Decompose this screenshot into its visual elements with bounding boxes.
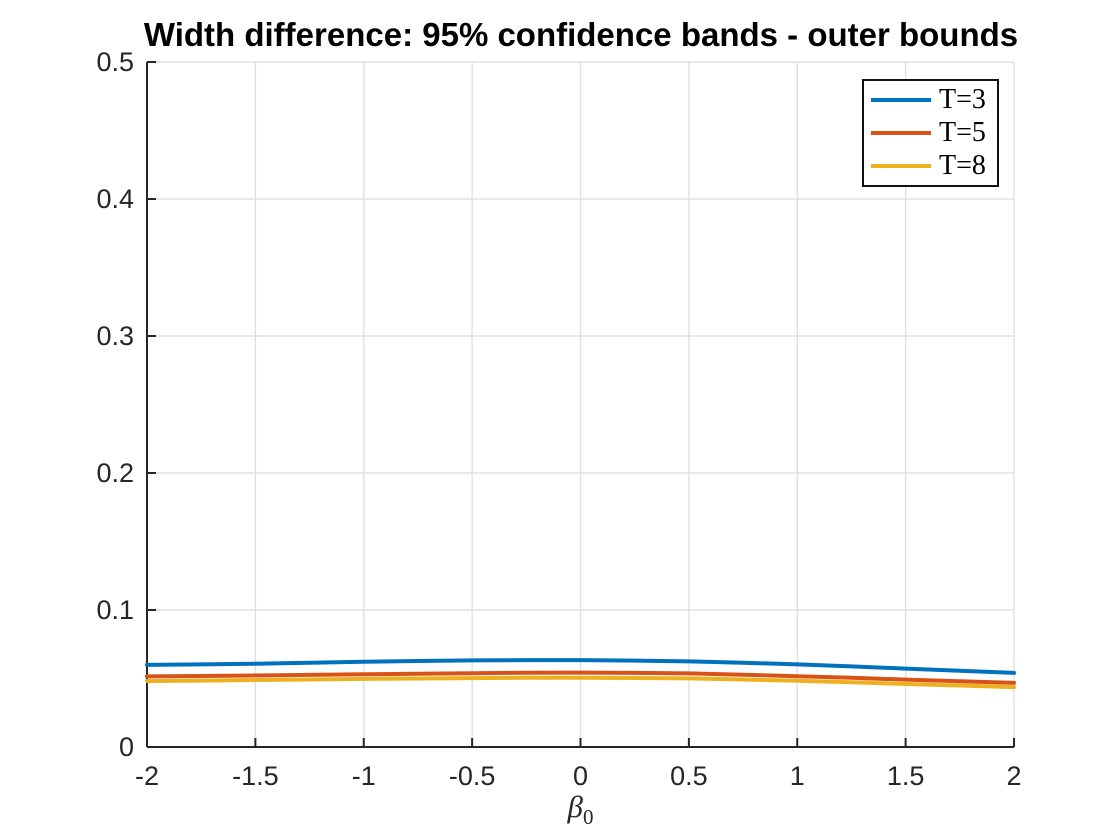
y-tick-label: 0.5 [96, 47, 134, 77]
legend-entry: T=5 [864, 116, 997, 148]
x-axis-label-symbol: β [567, 789, 583, 824]
legend: T=3 T=5 T=8 [862, 79, 999, 187]
legend-line-swatch [871, 98, 931, 103]
x-tick-label: 0.5 [670, 761, 708, 791]
y-tick-label: 0.2 [96, 458, 134, 488]
legend-entry: T=8 [864, 149, 997, 181]
legend-line-swatch [871, 163, 931, 168]
x-tick-label: 1 [789, 761, 805, 791]
x-tick-label: -0.5 [448, 761, 496, 791]
x-tick-label: -1.5 [232, 761, 279, 791]
y-tick-label: 0 [118, 732, 134, 762]
legend-label: T=8 [939, 149, 986, 181]
legend-line-swatch [871, 130, 931, 135]
legend-entry: T=3 [864, 86, 997, 114]
x-axis-label: β0 [147, 789, 1014, 828]
series-line-T=3 [145, 658, 1016, 675]
series-line-T=8 [145, 675, 1016, 690]
y-tick-label: 0.4 [96, 184, 134, 214]
y-tick-label: 0.1 [96, 595, 134, 625]
x-tick-label: 0 [572, 761, 589, 791]
legend-label: T=3 [939, 84, 986, 116]
x-tick-label: -2 [134, 761, 159, 791]
x-tick-label: -1 [351, 761, 376, 791]
legend-label: T=5 [939, 116, 986, 148]
chart-title: Width difference: 95% confidence bands -… [143, 16, 1019, 53]
x-tick-label: 2 [1006, 761, 1022, 791]
x-tick-label: 1.5 [886, 761, 925, 791]
series-line-T=5 [145, 670, 1016, 685]
y-tick-label: 0.3 [96, 321, 134, 351]
x-axis-label-subscript: 0 [582, 805, 594, 830]
